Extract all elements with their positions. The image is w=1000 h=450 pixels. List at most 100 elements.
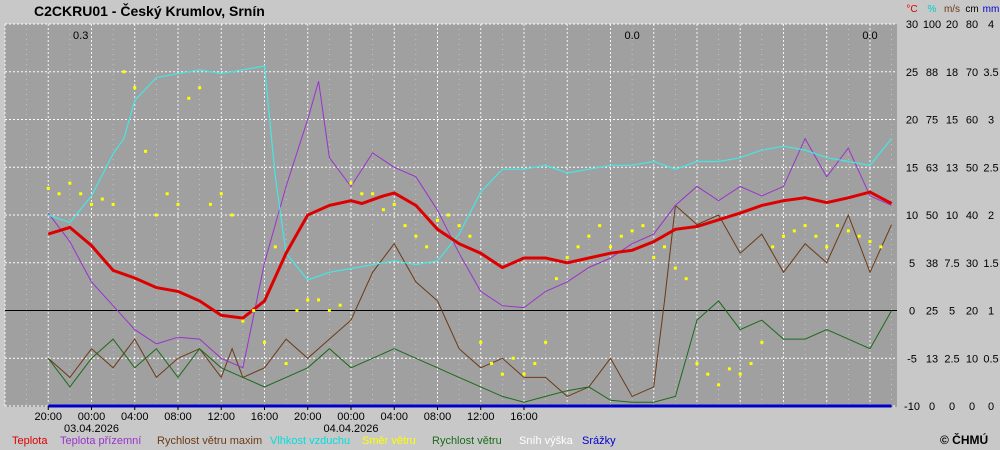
wind-direction-point [317, 298, 321, 302]
wind-direction-point [684, 277, 688, 281]
legend-item: Srážky [582, 435, 616, 447]
wind-direction-point [133, 86, 137, 90]
y-tick-label: 3 [988, 115, 994, 127]
y-tick-label: 30 [966, 258, 978, 270]
wind-direction-point [695, 362, 699, 366]
wind-direction-point [619, 234, 623, 238]
y-tick-label: 0 [969, 401, 975, 413]
y-tick-label: 1 [988, 306, 994, 318]
y-tick-label: 0 [949, 401, 955, 413]
precip-total-label: 0.3 [73, 30, 88, 42]
wind-direction-point [241, 319, 245, 323]
wind-direction-point [144, 149, 148, 153]
y-tick-label: 3.5 [983, 67, 998, 79]
wind-direction-point [338, 303, 342, 307]
x-tick-label: 04:00 [380, 411, 408, 423]
wind-direction-point [544, 340, 548, 344]
precip-total-label: 0.0 [624, 30, 639, 42]
y-tick-label: 1.5 [983, 258, 998, 270]
legend-item: Vlhkost vzduchu [270, 435, 350, 447]
y-tick-label: 18 [946, 67, 958, 79]
wind-direction-point [673, 266, 677, 270]
y-tick-label: 100 [923, 19, 941, 31]
x-tick-label: 00:00 [337, 411, 365, 423]
y-tick-label: 60 [966, 115, 978, 127]
y-tick-label: 75 [926, 115, 938, 127]
y-axes: °C302520151050-5-10%100887563503825130m/… [904, 4, 999, 413]
y-tick-label: 10 [906, 210, 918, 222]
y-tick-label: 50 [926, 210, 938, 222]
series-rychlost-vetru [47, 300, 893, 403]
y-tick-label: 0 [929, 401, 935, 413]
legend-item: Sníh výška [519, 435, 574, 447]
legend-item: Rychlost větru [432, 435, 502, 447]
wind-direction-point [46, 186, 50, 190]
wind-direction-point [652, 255, 656, 259]
x-tick-label: 00:00 [78, 411, 106, 423]
wind-direction-point [781, 234, 785, 238]
wind-direction-point [446, 213, 450, 217]
wind-direction-point [89, 202, 93, 206]
wind-direction-point [727, 367, 731, 371]
y-tick-label: 0 [988, 401, 994, 413]
wind-direction-point [554, 277, 558, 281]
y-tick-label: 2.5 [944, 353, 959, 365]
y-tick-label: -5 [907, 353, 917, 365]
wind-direction-point [327, 309, 331, 312]
wind-direction-point [392, 202, 396, 206]
wind-direction-point [371, 192, 375, 196]
y-axis-unit: mm [983, 4, 1000, 15]
y-tick-label: 50 [966, 162, 978, 174]
wind-direction-point [630, 229, 634, 233]
precip-total-label: 0.0 [862, 30, 877, 42]
y-tick-label: 25 [926, 306, 938, 318]
y-axis-unit: m/s [944, 4, 960, 15]
wind-direction-point [717, 383, 721, 387]
wind-direction-point [576, 245, 580, 249]
wind-direction-point [641, 224, 645, 228]
wind-direction-point [111, 202, 115, 206]
wind-direction-point [403, 224, 407, 228]
chart-title: C2CKRU01 - Český Krumlov, Srnín [34, 2, 265, 19]
y-axis-unit: cm [965, 4, 978, 15]
y-tick-label: 7.5 [944, 258, 959, 270]
wind-direction-point [608, 245, 612, 249]
y-tick-label: 30 [906, 19, 918, 31]
wind-direction-point [533, 362, 537, 366]
y-tick-label: 0 [909, 306, 915, 318]
y-axis-unit: °C [906, 4, 917, 15]
wind-direction-point [587, 234, 591, 238]
x-tick-label: 12:00 [207, 411, 235, 423]
x-tick-label: 12:00 [467, 411, 495, 423]
x-tick-label: 08:00 [424, 411, 452, 423]
y-tick-label: 20 [966, 306, 978, 318]
y-axis-unit: % [928, 4, 937, 15]
x-axis: 20:00 00:00 04:00 08:00 12:00 16:00 20:00 00:00… [34, 406, 538, 435]
wind-direction-point [598, 224, 602, 228]
y-tick-label: 88 [926, 67, 938, 79]
wind-direction-point [814, 234, 818, 238]
wind-direction-point [457, 224, 461, 228]
x-tick-label: 08:00 [164, 411, 192, 423]
y-tick-label: 15 [946, 115, 958, 127]
y-tick-label: 63 [926, 162, 938, 174]
y-tick-label: 80 [966, 19, 978, 31]
wind-direction-point [749, 362, 753, 366]
wind-direction-point [273, 245, 277, 249]
wind-direction-point [425, 245, 429, 249]
y-tick-label: 70 [966, 67, 978, 79]
wind-direction-point [100, 197, 104, 201]
y-tick-label: 13 [926, 353, 938, 365]
x-date-label: 03.04.2026 [64, 423, 119, 435]
y-tick-label: -10 [904, 401, 920, 413]
series-teplota-prizemni [47, 81, 892, 369]
y-tick-label: 4 [988, 19, 994, 31]
y-tick-label: 0.5 [983, 353, 998, 365]
y-tick-label: 2.5 [983, 162, 998, 174]
legend-item: Směr větru [362, 435, 416, 447]
wind-direction-point [868, 240, 872, 244]
legend: Teplota Teplota přízemní Rychlost větru ma… [12, 435, 616, 447]
wind-direction-point [879, 245, 883, 249]
y-tick-label: 40 [966, 210, 978, 222]
